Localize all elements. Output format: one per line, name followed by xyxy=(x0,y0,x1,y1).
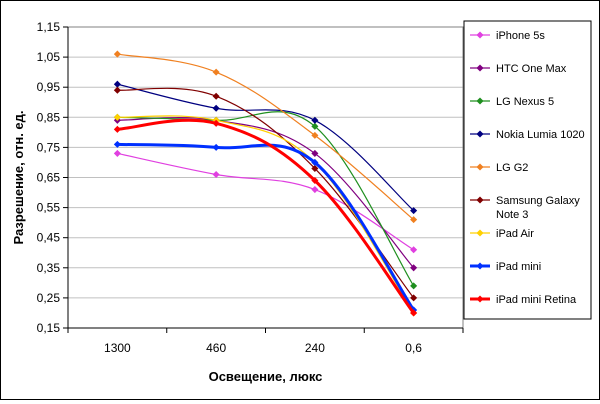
series-8 xyxy=(113,118,418,317)
legend-item: Nokia Lumia 1020 xyxy=(470,129,585,141)
y-tick-label: 0,65 xyxy=(37,171,61,185)
legend-swatch-marker xyxy=(476,130,484,138)
data-point xyxy=(311,158,319,166)
y-axis-ticks: 0,15 0,25 0,35 0,45 0,55 0,65 0,75 0,85 0,95 1,05… xyxy=(37,20,69,335)
series-line xyxy=(117,118,415,314)
data-point xyxy=(212,68,220,76)
legend-item: iPad Air xyxy=(470,228,534,240)
data-point xyxy=(311,122,319,130)
data-point xyxy=(113,140,121,148)
legend-label: iPhone 5s xyxy=(496,30,545,42)
y-tick-label: 0,85 xyxy=(37,110,61,124)
legend-swatch-marker xyxy=(476,295,484,303)
legend-item: Samsung Galaxy Note 3 xyxy=(470,195,580,221)
legend-swatch-marker xyxy=(476,196,484,204)
series-lines xyxy=(113,50,418,317)
series-line xyxy=(117,152,414,251)
x-axis-label: Освещение, люкс xyxy=(209,369,323,384)
y-tick-label: 0,25 xyxy=(37,291,61,305)
data-point xyxy=(410,264,418,272)
data-point xyxy=(113,80,121,88)
x-tick-label: 1300 xyxy=(104,341,131,355)
series-1 xyxy=(113,116,418,272)
y-tick-label: 1,15 xyxy=(37,20,61,34)
data-point xyxy=(113,125,121,133)
data-point xyxy=(212,143,220,151)
data-point xyxy=(212,170,220,179)
y-axis-label: Разрешение, отн. ед. xyxy=(11,110,26,244)
data-point xyxy=(410,216,418,224)
legend-item: HTC One Max xyxy=(470,63,567,75)
x-tick-label: 460 xyxy=(206,341,226,355)
legend: iPhone 5s HTC One Max LG Nexus 5 Nokia Lumi… xyxy=(463,20,592,320)
legend-label: LG G2 xyxy=(496,162,528,174)
data-point xyxy=(311,164,319,173)
x-tick-label: 0,6 xyxy=(405,341,422,355)
legend-box xyxy=(463,20,592,320)
data-point xyxy=(113,86,121,94)
legend-item: iPad mini xyxy=(470,261,541,273)
data-point xyxy=(113,50,121,58)
series-line xyxy=(117,53,415,221)
y-tick-label: 0,15 xyxy=(37,321,61,335)
legend-item: LG Nexus 5 xyxy=(470,96,554,108)
y-tick-label: 0,75 xyxy=(37,140,61,154)
legend-label: LG Nexus 5 xyxy=(496,96,554,108)
series-line xyxy=(117,111,415,287)
y-tick-label: 0,55 xyxy=(37,201,61,215)
legend-swatch-marker xyxy=(476,31,484,39)
data-point xyxy=(311,176,319,185)
data-point xyxy=(311,186,319,194)
legend-item: iPhone 5s xyxy=(470,30,545,42)
legend-label: Samsung Galaxy Note 3 xyxy=(496,195,580,221)
y-tick-label: 0,95 xyxy=(37,80,61,94)
y-tick-label: 0,45 xyxy=(37,231,61,245)
data-point xyxy=(410,294,418,302)
series-line xyxy=(117,115,415,314)
series-2 xyxy=(113,111,418,290)
legend-label: iPad mini Retina xyxy=(496,294,577,306)
data-point xyxy=(113,113,121,121)
data-point xyxy=(311,149,319,157)
x-axis-ticks: 1300 460 240 0,6 xyxy=(67,327,464,355)
legend-swatch-marker xyxy=(476,97,484,105)
legend-label: Nokia Lumia 1020 xyxy=(496,129,585,141)
legend-swatch-marker xyxy=(476,262,484,270)
y-tick-label: 1,05 xyxy=(37,50,61,64)
legend-item: LG G2 xyxy=(470,162,528,174)
series-4 xyxy=(113,50,418,224)
series-line xyxy=(117,87,415,299)
gridlines xyxy=(68,26,463,329)
data-point xyxy=(410,246,418,254)
legend-swatch-marker xyxy=(476,64,484,72)
data-point xyxy=(311,116,319,124)
y-tick-label: 0,35 xyxy=(37,261,61,275)
legend-item: iPad mini Retina xyxy=(470,294,577,306)
legend-swatch-marker xyxy=(476,163,484,171)
x-tick-label: 240 xyxy=(305,341,325,355)
legend-label: HTC One Max xyxy=(496,63,567,75)
data-point xyxy=(410,282,418,290)
series-0 xyxy=(113,149,418,254)
data-point xyxy=(311,131,319,139)
legend-swatch-marker xyxy=(476,229,484,237)
data-point xyxy=(410,309,418,317)
data-point xyxy=(212,92,220,100)
legend-label: iPad mini xyxy=(496,261,541,273)
series-3 xyxy=(113,80,418,215)
legend-label: iPad Air xyxy=(496,228,534,240)
data-point xyxy=(410,207,418,215)
data-point xyxy=(113,149,121,157)
series-line xyxy=(117,117,415,269)
data-point xyxy=(212,104,220,112)
data-point xyxy=(212,119,220,127)
series-line xyxy=(117,83,415,212)
series-line xyxy=(117,142,415,311)
